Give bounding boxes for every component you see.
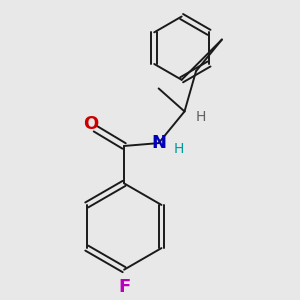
Text: H: H (195, 110, 206, 124)
Text: O: O (83, 116, 99, 134)
Text: N: N (152, 134, 167, 152)
Text: F: F (118, 278, 130, 296)
Text: H: H (174, 142, 184, 156)
